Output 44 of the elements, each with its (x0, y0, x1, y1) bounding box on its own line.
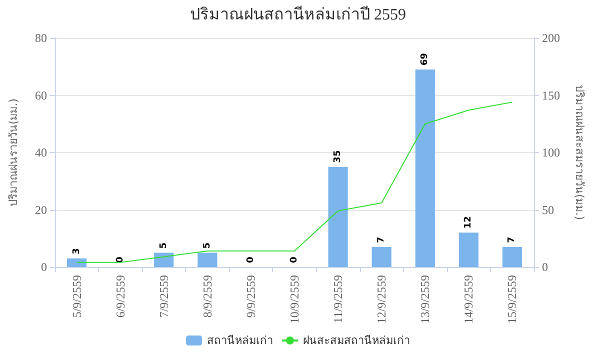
x-tick-label: 15/9/2559 (505, 275, 520, 324)
bar (328, 166, 348, 267)
x-tick-label: 5/9/2559 (70, 275, 84, 318)
x-tick-label: 10/9/2559 (288, 275, 302, 324)
y2-tick-label: 50 (542, 202, 554, 217)
x-tick-label: 12/9/2559 (374, 275, 389, 324)
data-label: 35 (333, 150, 344, 163)
y2-axis-title: ปริมาณฝนสะสมรายวัน(มม.) (573, 84, 586, 220)
legend-label: สถานีหล่มเก่า (207, 334, 273, 347)
bar (458, 232, 478, 267)
x-tick-label: 11/9/2559 (331, 275, 346, 324)
data-label: 3 (72, 248, 82, 254)
x-tick-label: 13/9/2559 (418, 275, 432, 324)
chart-title: ปริมาณฝนสถานีหล่มเก่าปี 2559 (190, 6, 406, 24)
y2-tick-label: 200 (542, 31, 560, 45)
y-tick-label: 80 (35, 31, 47, 45)
bar (415, 69, 435, 267)
y-tick-label: 40 (35, 146, 47, 160)
data-label: 0 (246, 256, 256, 263)
y-axis-title: ปริมาณฝนรายวัน(มม.) (7, 98, 20, 207)
y2-tick-label: 100 (542, 146, 560, 160)
legend-label: ฝนสะสมสถานีหล่มเก่า (303, 334, 410, 347)
bar (154, 252, 174, 267)
y-tick-label: 0 (41, 260, 47, 274)
bar (372, 246, 392, 267)
x-tick-label: 8/9/2559 (200, 275, 214, 318)
x-tick-label: 14/9/2559 (462, 275, 476, 324)
x-tick-label: 7/9/2559 (156, 275, 171, 318)
data-label: 12 (464, 216, 474, 229)
x-tick-label: 9/9/2559 (244, 275, 258, 318)
y-tick-label: 60 (35, 88, 47, 102)
y2-tick-label: 0 (542, 260, 548, 274)
y-tick-label: 20 (35, 202, 47, 217)
data-label: 69 (420, 52, 430, 66)
data-label: 7 (507, 236, 518, 243)
data-label: 0 (290, 256, 300, 263)
y2-tick-label: 150 (542, 88, 560, 102)
bar (66, 258, 87, 267)
data-label: 7 (376, 236, 387, 243)
data-label: 5 (202, 242, 212, 249)
data-label: 5 (158, 242, 169, 249)
bar (502, 246, 522, 267)
bar (198, 252, 218, 267)
x-tick-label: 6/9/2559 (113, 275, 128, 318)
